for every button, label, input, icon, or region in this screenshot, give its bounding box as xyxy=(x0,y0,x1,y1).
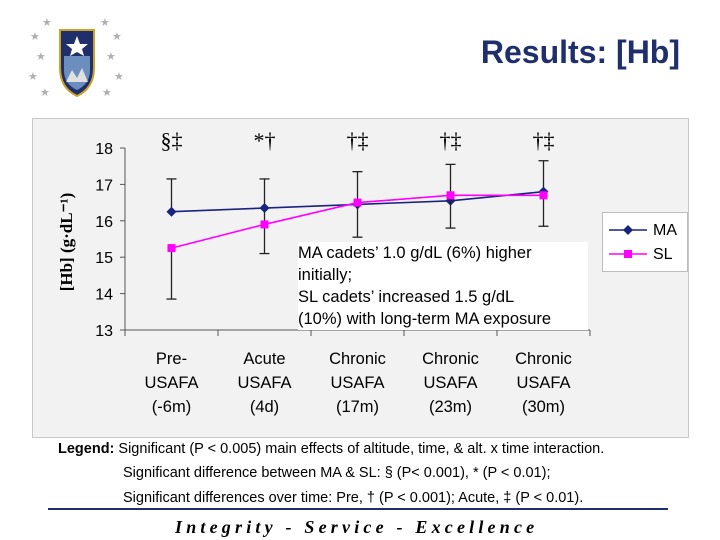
footnote-line-3: Significant differences over time: Pre, … xyxy=(123,490,583,506)
x-tick-label: Chronic xyxy=(422,350,479,368)
legend-marker-sl xyxy=(624,250,632,258)
series-legend: MA SL xyxy=(602,212,688,272)
footer-rule xyxy=(48,508,668,510)
x-tick-label: (17m) xyxy=(336,398,379,416)
svg-text:★: ★ xyxy=(40,86,50,98)
x-tick-label: USAFA xyxy=(423,374,477,392)
svg-text:★: ★ xyxy=(42,16,52,29)
y-tick-label: 17 xyxy=(95,177,113,194)
results-callout: MA cadets’ 1.0 g/dL (6%) higher initiall… xyxy=(298,242,588,330)
callout-line: MA cadets’ 1.0 g/dL (6%) higher xyxy=(298,244,532,262)
x-tick-label: Acute xyxy=(243,350,285,368)
y-tick-label: 15 xyxy=(95,250,113,267)
data-point-ma xyxy=(259,203,270,214)
svg-text:★: ★ xyxy=(100,16,110,29)
x-tick-label: Chronic xyxy=(329,350,386,368)
x-tick-label: USAFA xyxy=(516,374,570,392)
svg-text:★: ★ xyxy=(102,86,112,98)
x-tick-label: Pre- xyxy=(156,350,187,368)
footnote-line-2: Significant difference between MA & SL: … xyxy=(123,465,550,481)
significance-marker: †‡ xyxy=(440,128,462,153)
data-point-sl xyxy=(539,191,548,200)
svg-text:★: ★ xyxy=(112,30,122,43)
callout-line: (10%) with long-term MA exposure xyxy=(298,310,552,328)
data-point-sl xyxy=(353,198,362,207)
x-tick-label: (-6m) xyxy=(152,398,191,416)
y-tick-label: 18 xyxy=(95,141,113,158)
legend-label-ma: MA xyxy=(653,222,677,239)
data-point-sl xyxy=(260,220,269,229)
x-tick-label: USAFA xyxy=(330,374,384,392)
legend-marker-ma xyxy=(623,225,633,235)
svg-text:★: ★ xyxy=(28,70,38,83)
data-point-sl xyxy=(167,244,176,253)
callout-line: initially; xyxy=(298,266,353,284)
motto: Integrity - Service - Excellence xyxy=(175,517,539,537)
footnote-label: Legend: xyxy=(58,441,115,457)
data-point-ma xyxy=(166,206,177,217)
callout-line: SL cadets’ increased 1.5 g/dL xyxy=(298,288,515,306)
significance-marker: *† xyxy=(254,128,276,153)
data-point-sl xyxy=(446,191,455,200)
x-tick-label: (30m) xyxy=(522,398,565,416)
x-tick-label: (4d) xyxy=(250,398,279,416)
y-tick-label: 16 xyxy=(95,214,113,231)
significance-marker: †‡ xyxy=(347,128,369,153)
y-axis-label: [Hb] (g·dL⁻¹) xyxy=(57,193,76,292)
x-tick-label: Chronic xyxy=(515,350,572,368)
svg-text:★: ★ xyxy=(36,50,46,63)
y-tick-label: 13 xyxy=(95,323,113,340)
y-tick-label: 14 xyxy=(95,287,113,304)
x-tick-label: (23m) xyxy=(429,398,472,416)
svg-text:★: ★ xyxy=(30,30,40,43)
x-tick-label: USAFA xyxy=(237,374,291,392)
svg-text:★: ★ xyxy=(114,70,124,83)
x-tick-label: USAFA xyxy=(144,374,198,392)
slide-title: Results: [Hb] xyxy=(480,34,680,70)
footnote-text: Significant (P < 0.005) main effects of … xyxy=(114,441,605,457)
significance-marker: §‡ xyxy=(161,128,183,153)
footnote-text: Significant differences over time: Pre, … xyxy=(123,490,584,506)
significance-marker: †‡ xyxy=(533,128,555,153)
legend-label-sl: SL xyxy=(653,246,673,263)
svg-text:★: ★ xyxy=(106,50,116,63)
footnote-line-1: Legend: Significant (P < 0.005) main eff… xyxy=(58,441,604,457)
air-force-academy-seal-icon: ★ ★ ★ ★ ★ ★ ★ ★ ★ ★ xyxy=(28,16,124,98)
footnote-text: Significant difference between MA & SL: … xyxy=(123,465,551,481)
